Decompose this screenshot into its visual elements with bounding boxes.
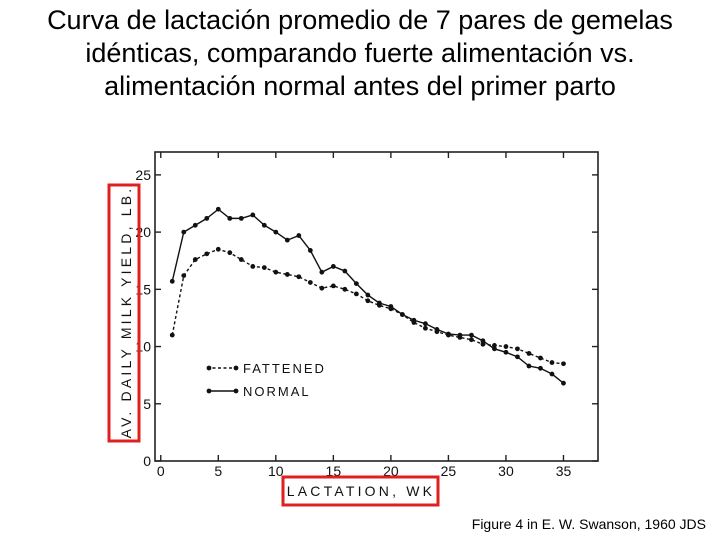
data-point-normal [423, 321, 428, 327]
data-point-normal [549, 371, 555, 377]
data-point-normal [273, 229, 279, 235]
series-fattened [169, 246, 566, 367]
data-point-normal [169, 278, 175, 284]
title-line-3: alimentación normal antes del primer par… [104, 71, 616, 101]
y-axis-label-highlight [107, 183, 141, 443]
data-point-fattened [227, 250, 233, 256]
data-point-normal [307, 248, 313, 253]
data-point-fattened [261, 265, 267, 270]
data-point-normal [238, 215, 244, 221]
plot-frame [154, 151, 599, 462]
data-point-normal [181, 229, 187, 235]
x-tick-label: 20 [383, 463, 399, 479]
data-point-fattened [469, 337, 474, 343]
data-point-fattened [342, 286, 348, 292]
legend-marker-normal [206, 388, 212, 394]
data-point-normal [365, 292, 371, 298]
data-point-normal [561, 380, 566, 386]
x-tick-label: 15 [326, 463, 342, 479]
data-point-normal [250, 212, 256, 218]
data-point-normal [446, 331, 451, 337]
data-point-fattened [284, 272, 290, 277]
data-point-fattened [538, 355, 543, 361]
legend-marker-normal [233, 388, 239, 394]
data-point-fattened [307, 280, 313, 285]
data-point-normal [284, 237, 290, 243]
data-point-normal [526, 363, 532, 369]
data-point-normal [376, 300, 382, 306]
data-point-fattened [250, 264, 256, 269]
x-tick-label: 30 [498, 463, 514, 479]
slide-title: Curva de lactación promedio de 7 pares d… [0, 4, 720, 103]
data-point-fattened [319, 285, 325, 291]
data-point-fattened [181, 273, 187, 278]
title-line-1: Curva de lactación promedio de 7 pares d… [47, 5, 673, 35]
x-axis-label: LACTATION, WK [287, 483, 435, 499]
data-point-normal [227, 215, 233, 221]
data-point-fattened [330, 283, 336, 289]
data-point-fattened [492, 343, 497, 348]
series-normal [169, 206, 566, 386]
figure-caption: Figure 4 in E. W. Swanson, 1960 JDS [471, 516, 706, 532]
data-point-normal [503, 349, 509, 355]
data-point-normal [492, 346, 497, 352]
data-point-fattened [296, 274, 302, 280]
plot-border [154, 151, 599, 462]
data-point-fattened [169, 332, 175, 338]
x-tick-label: 0 [157, 463, 165, 479]
data-point-fattened [204, 251, 210, 257]
data-point-normal [457, 332, 463, 338]
data-point-normal [319, 269, 325, 275]
legend-label-fattened: FATTENED [243, 361, 326, 376]
data-point-normal [434, 326, 440, 332]
data-point-normal [261, 222, 267, 228]
x-tick-label: 25 [441, 463, 457, 479]
data-point-normal [515, 354, 520, 360]
data-point-normal [296, 233, 302, 238]
data-point-fattened [549, 360, 555, 365]
data-point-normal [204, 215, 210, 221]
data-point-normal [399, 312, 405, 317]
data-point-fattened [238, 257, 244, 262]
y-tick-label: 0 [143, 453, 151, 469]
data-point-fattened [273, 269, 279, 275]
data-point-fattened [423, 325, 428, 331]
data-point-fattened [526, 351, 532, 356]
data-point-normal [342, 268, 348, 274]
data-point-normal [192, 222, 198, 228]
legend-marker-fattened [233, 365, 239, 371]
data-point-fattened [515, 346, 520, 352]
data-point-fattened [353, 291, 359, 297]
x-tick-label: 10 [268, 463, 284, 479]
data-point-normal [411, 317, 417, 323]
data-point-normal [215, 206, 221, 212]
series-layer [169, 206, 566, 386]
legend-marker-fattened [206, 365, 212, 371]
data-point-normal [388, 304, 394, 309]
series-line-fattened [171, 248, 564, 365]
data-point-fattened [561, 361, 566, 367]
title-line-2: idénticas, comparando fuerte alimentació… [85, 38, 635, 68]
y-tick-label: 25 [135, 167, 151, 183]
data-point-normal [480, 338, 486, 344]
legend-label-normal: NORMAL [243, 384, 311, 399]
data-point-fattened [365, 298, 371, 304]
data-point-fattened [215, 246, 221, 252]
data-point-fattened [480, 341, 486, 347]
data-point-normal [353, 281, 359, 287]
x-tick-label: 5 [214, 463, 222, 479]
data-point-fattened [503, 344, 509, 349]
data-point-normal [330, 264, 336, 269]
legend: FATTENED NORMAL [206, 361, 326, 399]
x-tick-label: 35 [556, 463, 572, 479]
x-axis-label-highlight [281, 475, 440, 507]
data-point-normal [469, 332, 474, 338]
data-point-fattened [192, 257, 198, 262]
y-axis-label: AV. DAILY MILK YIELD, LB. [118, 186, 134, 439]
y-tick-label: 5 [143, 396, 151, 412]
data-point-normal [538, 365, 543, 371]
